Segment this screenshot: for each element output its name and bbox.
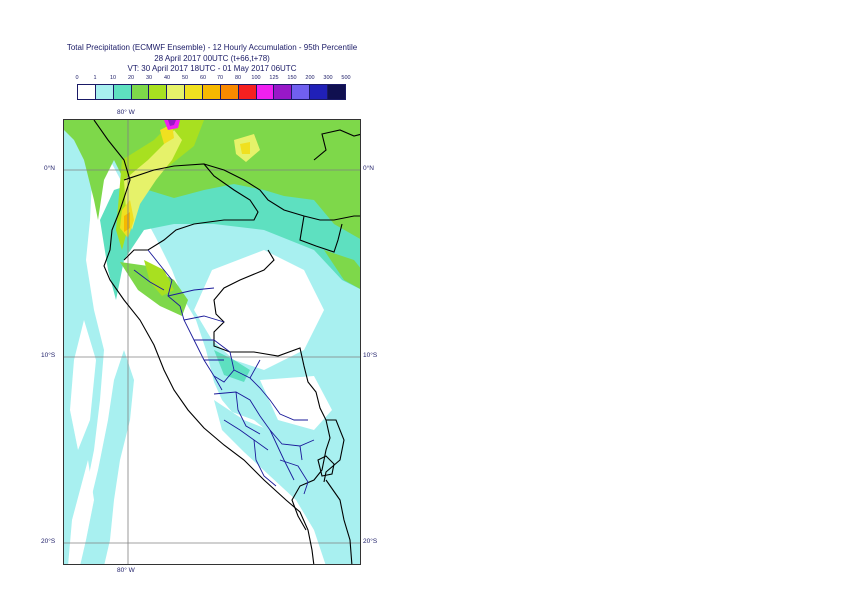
title-line-3: VT: 30 April 2017 18UTC - 01 May 2017 06… <box>127 64 297 73</box>
precip-band-30-40 <box>116 120 204 296</box>
legend-swatch <box>78 85 96 99</box>
lat-label-left-10: 10°S <box>41 352 56 359</box>
legend-swatch <box>95 85 114 99</box>
precip-band-20-30 <box>64 120 360 316</box>
lat-label-right-0: 0°N <box>363 165 374 172</box>
legend-label: 1 <box>93 75 97 81</box>
precipitation-map: 80° W <box>63 119 361 565</box>
legend-swatch <box>185 85 204 99</box>
map-svg <box>64 120 360 564</box>
lat-label-right-10: 10°S <box>363 352 378 359</box>
title-line-1: Total Precipitation (ECMWF Ensemble) - 1… <box>66 43 358 52</box>
legend-swatch <box>256 85 275 99</box>
legend-label: 40 <box>163 75 171 81</box>
legend-label: 80 <box>234 75 242 81</box>
legend-swatch <box>149 85 168 99</box>
precip-max-spot <box>164 120 180 130</box>
legend-label: 0 <box>75 75 79 81</box>
legend-swatch <box>203 85 221 99</box>
legend-label: 150 <box>287 75 297 81</box>
title-line-2: 28 April 2017 00UTC (t+66,t+78) <box>154 53 270 63</box>
legend-swatch <box>113 85 132 99</box>
lat-label-right-20: 20°S <box>363 538 378 545</box>
legend-label: 100 <box>251 75 261 81</box>
legend-label: 500 <box>341 75 351 81</box>
legend-label: 300 <box>323 75 333 81</box>
legend-color-bar <box>77 84 346 100</box>
precip-band-60-70 <box>124 212 130 232</box>
legend-label: 30 <box>145 75 153 81</box>
legend-swatch <box>292 85 311 99</box>
precip-band-0-1 <box>68 250 332 564</box>
legend-swatch <box>310 85 329 99</box>
legend-swatch <box>220 85 239 99</box>
legend-swatch <box>167 85 186 99</box>
legend-swatch <box>131 85 150 99</box>
legend-label: 60 <box>199 75 207 81</box>
graticule <box>64 120 360 564</box>
legend-label: 200 <box>305 75 315 81</box>
country-borders <box>93 120 360 564</box>
lat-label-left-0: 0°N <box>44 165 55 172</box>
legend-swatch <box>274 85 293 99</box>
lon-label-bottom: 80° W <box>117 567 135 574</box>
legend-label: 125 <box>269 75 279 81</box>
lon-label-top: 80° W <box>117 109 135 116</box>
legend-label: 70 <box>216 75 224 81</box>
lat-label-left-20: 20°S <box>41 538 56 545</box>
legend-label: 10 <box>109 75 117 81</box>
legend-swatch <box>238 85 257 99</box>
legend-label: 50 <box>181 75 189 81</box>
legend-label: 20 <box>127 75 135 81</box>
legend-swatch <box>328 85 345 99</box>
map-title: Total Precipitation (ECMWF Ensemble) - 1… <box>0 43 424 75</box>
legend-labels: 0 1 10 20 30 40 50 60 70 80 100 125 150 … <box>70 75 360 83</box>
department-borders <box>133 249 315 495</box>
